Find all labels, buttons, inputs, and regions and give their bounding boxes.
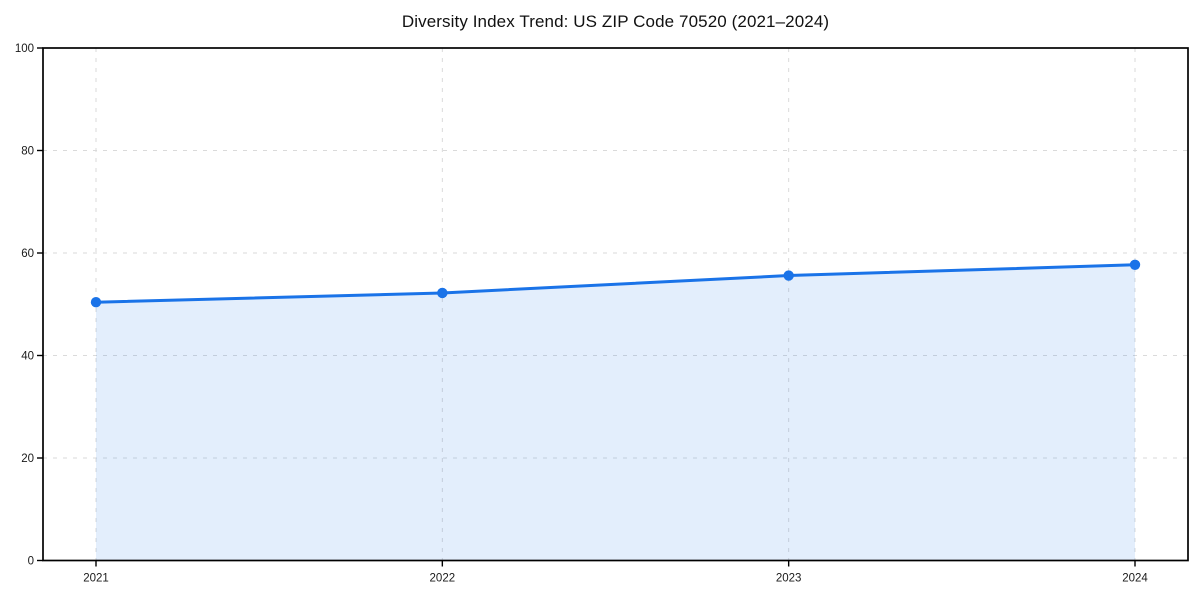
data-point-2022 [437,287,448,299]
x-tick-label: 2022 [430,573,456,585]
y-tick-label: 80 [21,146,34,158]
data-point-2023 [783,270,794,281]
x-tick-label: 2023 [776,573,802,585]
y-tick-label: 20 [21,453,34,465]
data-point-2021 [90,297,102,308]
data-point-2024 [1129,259,1141,270]
y-tick-label: 60 [21,248,34,260]
x-tick-label: 2024 [1122,573,1148,585]
trend-line [94,263,1137,304]
chart-title: Diversity Index Trend: US ZIP Code 70520… [401,12,830,31]
y-tick-label: 0 [28,556,34,568]
x-tick-label: 2021 [83,573,109,585]
axis-frame [42,47,1189,562]
y-tick-label: 40 [21,351,34,363]
y-tick-label: 100 [15,43,34,55]
area-fill [96,264,1135,561]
